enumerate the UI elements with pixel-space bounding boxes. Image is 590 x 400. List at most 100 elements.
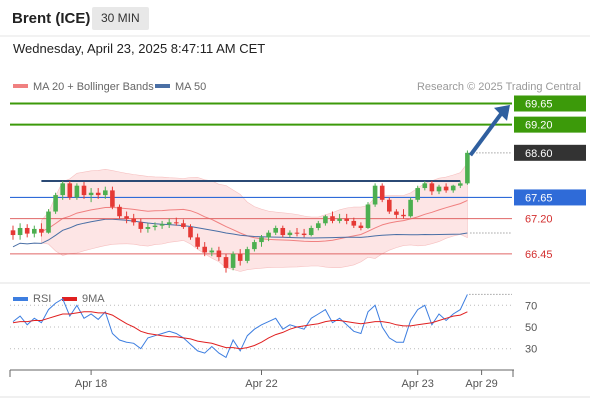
- candle-body: [387, 199, 392, 212]
- candle-body: [436, 186, 442, 192]
- legend-label-ma20: MA 20 + Bollinger Bands: [33, 81, 154, 93]
- candle-body: [323, 216, 328, 224]
- candle-body: [259, 237, 264, 243]
- current-price-tag-bg: [514, 144, 586, 161]
- candle-body: [280, 227, 286, 236]
- candle-body: [394, 211, 399, 215]
- pivot-tag: 67.65: [525, 192, 553, 204]
- candle-body: [422, 183, 428, 189]
- candle-body: [138, 222, 144, 229]
- candle-body: [159, 224, 165, 226]
- candle-body: [287, 232, 293, 236]
- candle-body: [67, 183, 73, 198]
- candle-body: [337, 218, 342, 221]
- candle-body: [365, 204, 371, 228]
- candle-body: [32, 228, 37, 234]
- candle-body: [223, 257, 229, 268]
- watermark-text: Research © 2025 Trading Central: [417, 81, 581, 93]
- legend-label-ma50: MA 50: [175, 81, 206, 93]
- header-bar: Brent (ICE) 30 MIN: [0, 0, 590, 36]
- resistance-tag-1: 69.20: [525, 120, 553, 132]
- legend-swatch-ma50: [155, 84, 170, 88]
- resistance-tag-bg-0: [514, 95, 586, 112]
- candle-body: [17, 227, 23, 236]
- candle-body: [188, 227, 193, 238]
- candle-body: [145, 227, 151, 229]
- candle-body: [230, 253, 236, 268]
- x-tick-label: Apr 22: [245, 378, 277, 390]
- candle-body: [110, 190, 115, 207]
- timeframe-badge[interactable]: 30 MIN: [92, 7, 149, 30]
- legend-label-9ma: 9MA: [82, 293, 105, 305]
- candle-body: [166, 222, 172, 225]
- candle-body: [181, 223, 186, 228]
- resistance-tag-0: 69.65: [525, 98, 553, 110]
- candle-body: [351, 220, 357, 226]
- candle-body: [237, 253, 243, 261]
- candle-body: [88, 192, 94, 196]
- candle-body: [95, 192, 101, 196]
- rsi-tick-50: 50: [525, 322, 537, 334]
- candle-body: [245, 249, 250, 261]
- legend-swatch-ma20: [13, 84, 28, 88]
- candle-body: [344, 218, 349, 221]
- candle-body: [202, 246, 207, 253]
- candle-body: [458, 183, 463, 186]
- candle-body: [401, 214, 406, 217]
- legend-swatch-9ma: [62, 297, 77, 301]
- candle-body: [103, 190, 108, 196]
- rsi-tick-30: 30: [525, 344, 537, 356]
- candle-body: [450, 185, 456, 191]
- candle-body: [465, 152, 470, 184]
- candle-body: [152, 225, 158, 228]
- candle-body: [39, 228, 44, 233]
- support-tag-5: 66.45: [525, 249, 553, 261]
- legend-swatch-rsi: [13, 297, 28, 301]
- rsi-tick-70: 70: [525, 300, 537, 312]
- candle-body: [308, 227, 314, 236]
- candle-body: [358, 225, 364, 228]
- candle-body: [124, 216, 129, 219]
- candle-body: [81, 185, 87, 196]
- candle-body: [273, 227, 278, 233]
- candle-body: [117, 206, 122, 217]
- candle-body: [53, 195, 58, 212]
- chart-timestamp: Wednesday, April 23, 2025 8:47:11 AM CET: [13, 41, 266, 56]
- candle-body: [301, 233, 307, 236]
- legend-label-rsi: RSI: [33, 293, 51, 305]
- candle-body: [294, 232, 300, 234]
- candle-body: [24, 227, 30, 234]
- instrument-title: Brent (ICE): [12, 10, 91, 27]
- candle-body: [429, 183, 435, 192]
- candle-body: [74, 185, 80, 198]
- candle-body: [209, 250, 215, 253]
- bollinger-band-area: [41, 162, 468, 272]
- target-arrow-shaft: [468, 112, 503, 157]
- candle-body: [443, 186, 449, 191]
- candle-body: [266, 232, 271, 238]
- candle-body: [330, 216, 335, 221]
- support-tag-4: 67.20: [525, 214, 553, 226]
- resistance-tag-bg-1: [514, 116, 586, 133]
- rsi-9ma-line: [12, 311, 468, 350]
- candle-body: [408, 199, 413, 217]
- x-tick-label: Apr 29: [465, 378, 497, 390]
- current-price-tag: 68.60: [525, 148, 553, 160]
- candle-body: [10, 230, 16, 236]
- x-tick-label: Apr 18: [75, 378, 107, 390]
- candle-body: [195, 237, 200, 247]
- candle-body: [60, 183, 65, 196]
- ma50-line: [12, 218, 468, 248]
- candle-body: [46, 211, 51, 233]
- candle-body: [372, 185, 378, 205]
- candle-body: [252, 242, 257, 250]
- candle-body: [415, 188, 420, 200]
- candle-body: [216, 250, 222, 258]
- rsi-line: [12, 294, 468, 359]
- candle-body: [174, 222, 179, 224]
- target-arrowhead: [494, 104, 510, 121]
- x-tick-label: Apr 23: [401, 378, 433, 390]
- candle-body: [131, 218, 136, 223]
- candle-body: [379, 185, 385, 200]
